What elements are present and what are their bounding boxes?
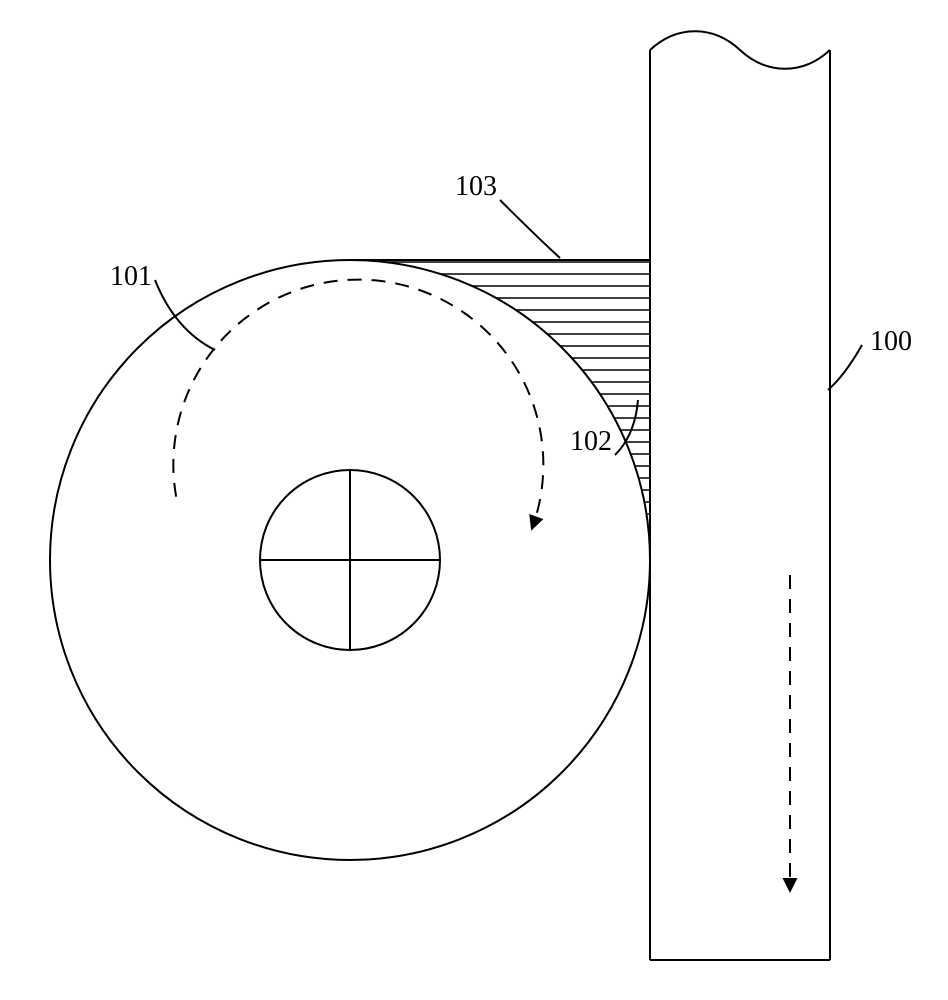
leader-100 — [828, 345, 862, 390]
leader-101 — [155, 280, 215, 350]
grinding-wheel-101 — [50, 260, 650, 860]
patent-figure: 100 101 102 103 — [0, 0, 948, 1000]
workpiece-100 — [650, 31, 830, 960]
label-102: 102 — [570, 426, 612, 457]
contact-wedge-102 — [385, 262, 650, 550]
label-101: 101 — [110, 261, 152, 292]
leader-103 — [500, 200, 560, 258]
label-103: 103 — [455, 171, 497, 202]
rotation-arrow — [173, 280, 543, 528]
label-100: 100 — [870, 326, 912, 357]
